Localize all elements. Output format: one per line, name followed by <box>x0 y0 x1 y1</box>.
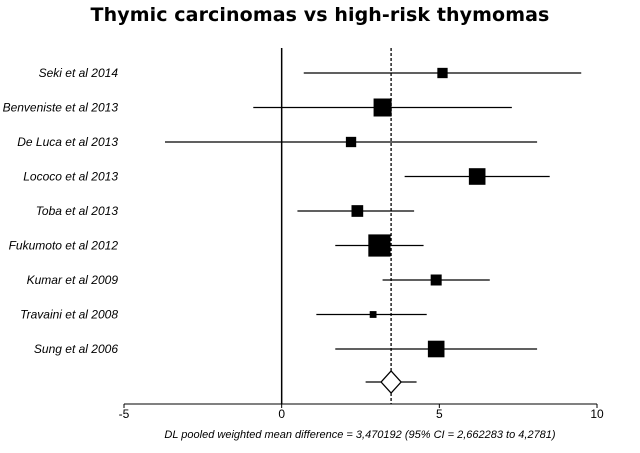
x-tick-label: 5 <box>436 407 443 421</box>
pooled-summary-text: DL pooled weighted mean difference = 3,4… <box>164 429 556 441</box>
study-label: Sung et al 2006 <box>34 342 118 356</box>
study-estimate-marker <box>437 67 448 79</box>
study-label: Toba et al 2013 <box>36 204 119 218</box>
chart-title: Thymic carcinomas vs high-risk thymomas <box>90 4 550 26</box>
study-label: Benveniste et al 2013 <box>3 101 119 115</box>
study-label: Lococo et al 2013 <box>23 170 118 184</box>
study-estimate-marker <box>351 205 364 217</box>
study-estimate-marker <box>427 340 445 358</box>
x-tick-label: -5 <box>119 407 130 421</box>
study-label: Seki et al 2014 <box>39 66 119 80</box>
x-tick-label: 0 <box>278 407 285 421</box>
study-label: De Luca et al 2013 <box>17 135 118 149</box>
study-estimate-marker <box>373 98 392 117</box>
study-estimate-marker <box>468 168 486 185</box>
study-label: Fukumoto et al 2012 <box>9 239 119 253</box>
study-estimate-marker <box>368 234 391 257</box>
study-label: Travaini et al 2008 <box>20 308 118 322</box>
study-estimate-marker <box>430 274 442 286</box>
study-label: Kumar et al 2009 <box>27 273 119 287</box>
x-tick-label: 10 <box>590 407 604 421</box>
study-estimate-marker <box>345 136 357 148</box>
pooled-diamond <box>380 370 402 394</box>
study-estimate-marker <box>369 311 377 318</box>
